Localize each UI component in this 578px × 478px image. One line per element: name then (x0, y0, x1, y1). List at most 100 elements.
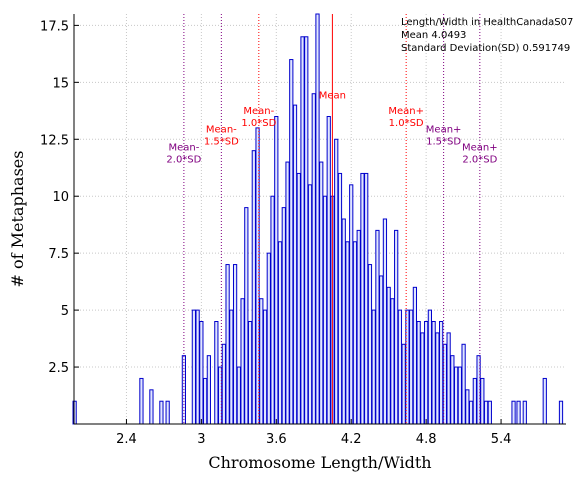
histogram-bar (251, 150, 256, 425)
x-tick-label: 4.8 (416, 432, 437, 447)
histogram-bar (397, 309, 403, 425)
histogram-bar (274, 116, 279, 425)
histogram-bar (206, 355, 211, 425)
histogram-bar (72, 400, 77, 425)
histogram-bar (386, 286, 391, 425)
histogram-bar (472, 377, 477, 425)
histogram-bar (360, 172, 365, 425)
x-axis-title: Chromosome Length/Width (208, 453, 431, 472)
histogram-bar (379, 275, 384, 425)
y-tick-label: 12.5 (40, 133, 69, 148)
histogram-bar (304, 36, 309, 425)
sd-annotation-line: 1.5*SD (204, 136, 239, 147)
sd-annotation-1: Mean-1.5*SD (204, 124, 239, 147)
histogram-bar (240, 298, 245, 425)
histogram-bar (149, 389, 154, 425)
histogram-bars (72, 13, 564, 425)
histogram-bar (159, 400, 164, 425)
histogram-bar (516, 400, 521, 425)
histogram-bar (311, 93, 316, 425)
sd-annotation-line: Mean- (206, 124, 237, 135)
histogram-bar (468, 400, 474, 425)
histogram-bar (371, 309, 376, 425)
stats-line-sd: Standard Deviation(SD) 0.591749 (401, 43, 570, 54)
histogram-bar (435, 332, 440, 425)
x-tick-label: 2.4 (116, 432, 137, 447)
sd-annotation-line: 1.0*SD (241, 118, 276, 129)
histogram-bar (247, 321, 253, 425)
histogram-bar (401, 343, 406, 425)
x-tick-labels: 2.4 3 3.6 4.2 4.8 5.4 (116, 419, 511, 447)
histogram-bar (195, 309, 200, 425)
histogram-bar (375, 229, 380, 425)
histogram-bar (319, 161, 324, 425)
histogram-bar (345, 241, 350, 425)
histogram-bar (270, 195, 275, 425)
histogram-bar (390, 298, 395, 425)
y-tick-labels: 2.5 5 7.5 10 12.5 15 17.5 (40, 19, 79, 376)
sd-annotation-line: Mean+ (388, 106, 424, 117)
histogram-bar (558, 400, 564, 425)
x-tick-label: 3.6 (266, 432, 287, 447)
histogram-bar (450, 355, 455, 425)
histogram-bar (352, 241, 358, 425)
histogram-bar (277, 241, 283, 425)
histogram-bar (214, 321, 219, 425)
histogram-bar (367, 264, 373, 425)
sd-annotation-line: Mean+ (462, 143, 498, 154)
histogram-bar (236, 366, 241, 425)
histogram-bar (457, 366, 462, 425)
sd-annotation-2: Mean-1.0*SD (241, 106, 276, 129)
histogram-bar (420, 332, 425, 425)
histogram-bar (511, 400, 516, 425)
sd-annotation-line: 1.0*SD (389, 118, 424, 129)
histogram-bar (259, 298, 264, 425)
statistics-box: Length/Width in HealthCanadaS07 Mean 4.0… (401, 17, 573, 54)
histogram-bar (199, 321, 204, 425)
histogram-bar (461, 343, 466, 425)
sd-annotation-4: Mean+ 1.0*SD (388, 106, 424, 129)
histogram-bar (139, 377, 144, 425)
histogram-bar (454, 366, 459, 425)
histogram-bar (244, 207, 249, 425)
histogram-bar (322, 195, 328, 425)
y-tick-label: 5 (61, 304, 69, 319)
histogram-bar (439, 321, 444, 425)
histogram-bar (522, 400, 527, 425)
histogram-bar (480, 377, 485, 425)
histogram-bar (341, 218, 346, 425)
histogram-bar (446, 332, 451, 425)
stats-line-mean: Mean 4.0493 (401, 30, 466, 41)
histogram-bar (229, 309, 234, 425)
y-tick-label: 2.5 (48, 361, 69, 376)
histogram-bar (307, 184, 313, 425)
histogram-bar (487, 400, 492, 425)
histogram-bar (356, 229, 361, 425)
histogram-bar (483, 400, 489, 425)
histogram-bar (542, 377, 547, 425)
sd-annotation-3: Mean (319, 90, 346, 101)
sd-annotation-line: Mean- (168, 143, 199, 154)
histogram-bar (416, 321, 421, 425)
histogram-bar (394, 229, 399, 425)
sd-annotation-line: 2.0*SD (462, 155, 497, 166)
sd-annotation-5: Mean+ 1.5*SD (426, 124, 462, 147)
histogram-bar (349, 184, 354, 425)
histogram-bar (337, 172, 343, 425)
sd-annotation-line: Mean- (243, 106, 274, 117)
histogram-bar (289, 59, 294, 425)
y-tick-label: 15 (52, 76, 69, 91)
histogram-bar (281, 207, 286, 425)
histogram-bar (409, 309, 414, 425)
x-tick-label: 3 (197, 432, 205, 447)
histogram-bar (300, 36, 305, 425)
histogram-bar (315, 13, 320, 425)
sd-annotation-0: Mean-2.0*SD (166, 143, 201, 166)
sd-annotation-line: 1.5*SD (426, 136, 461, 147)
histogram-bar (266, 252, 271, 425)
sd-annotation-line: Mean+ (426, 124, 462, 135)
histogram-bar (412, 286, 418, 425)
histogram-bar (296, 172, 301, 425)
histogram-bar (292, 104, 298, 425)
sd-annotation-6: Mean+ 2.0*SD (462, 143, 498, 166)
